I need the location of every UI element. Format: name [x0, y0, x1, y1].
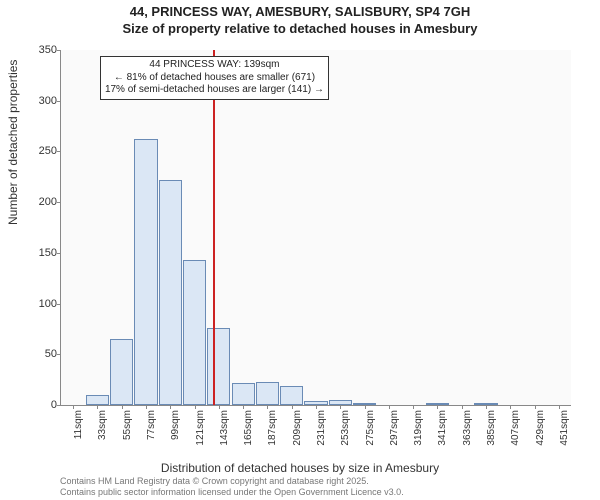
- chart-title-block: 44, PRINCESS WAY, AMESBURY, SALISBURY, S…: [0, 0, 600, 38]
- y-tick-mark: [57, 354, 61, 355]
- y-tick-label: 350: [27, 44, 61, 56]
- x-tick-mark: [486, 405, 487, 409]
- histogram-bar: [134, 139, 157, 405]
- annotation-line-2: ← 81% of detached houses are smaller (67…: [105, 72, 324, 85]
- y-tick-label: 250: [27, 145, 61, 157]
- x-tick-label: 99sqm: [170, 410, 181, 440]
- x-axis-label: Distribution of detached houses by size …: [0, 461, 600, 475]
- x-tick-mark: [437, 405, 438, 409]
- histogram-bar: [232, 383, 255, 405]
- x-tick-mark: [122, 405, 123, 409]
- x-tick-label: 231sqm: [316, 410, 327, 446]
- x-tick-mark: [219, 405, 220, 409]
- y-tick-mark: [57, 304, 61, 305]
- x-tick-mark: [292, 405, 293, 409]
- property-marker-line: [213, 50, 215, 405]
- footer-line-1: Contains HM Land Registry data © Crown c…: [60, 476, 404, 487]
- x-tick-label: 451sqm: [559, 410, 570, 446]
- histogram-bar: [256, 382, 279, 405]
- x-tick-mark: [559, 405, 560, 409]
- x-tick-mark: [510, 405, 511, 409]
- y-tick-mark: [57, 50, 61, 51]
- x-tick-label: 55sqm: [122, 410, 133, 440]
- x-tick-mark: [243, 405, 244, 409]
- histogram-bar: [207, 328, 230, 405]
- footer-attribution: Contains HM Land Registry data © Crown c…: [60, 476, 404, 498]
- x-tick-label: 165sqm: [243, 410, 254, 446]
- x-tick-mark: [316, 405, 317, 409]
- y-tick-label: 100: [27, 298, 61, 310]
- y-tick-label: 150: [27, 247, 61, 259]
- histogram-plot: 05010015020025030035011sqm33sqm55sqm77sq…: [60, 50, 571, 406]
- y-tick-mark: [57, 101, 61, 102]
- title-line-1: 44, PRINCESS WAY, AMESBURY, SALISBURY, S…: [0, 4, 600, 21]
- annotation-line-1: 44 PRINCESS WAY: 139sqm: [105, 59, 324, 72]
- x-tick-mark: [365, 405, 366, 409]
- y-tick-mark: [57, 151, 61, 152]
- x-tick-label: 385sqm: [486, 410, 497, 446]
- x-tick-mark: [73, 405, 74, 409]
- histogram-bar: [110, 339, 133, 405]
- title-line-2: Size of property relative to detached ho…: [0, 21, 600, 38]
- x-tick-label: 121sqm: [195, 410, 206, 446]
- x-tick-mark: [462, 405, 463, 409]
- x-tick-label: 363sqm: [462, 410, 473, 446]
- annotation-line-3: 17% of semi-detached houses are larger (…: [105, 84, 324, 97]
- histogram-bar: [183, 260, 206, 405]
- annotation-box: 44 PRINCESS WAY: 139sqm← 81% of detached…: [100, 56, 329, 100]
- y-tick-label: 50: [27, 348, 61, 360]
- x-tick-label: 341sqm: [437, 410, 448, 446]
- x-tick-mark: [413, 405, 414, 409]
- x-tick-label: 429sqm: [535, 410, 546, 446]
- x-tick-mark: [195, 405, 196, 409]
- x-tick-label: 77sqm: [146, 410, 157, 440]
- x-tick-label: 253sqm: [340, 410, 351, 446]
- x-tick-label: 275sqm: [365, 410, 376, 446]
- y-axis-label: Number of detached properties: [6, 60, 20, 225]
- y-tick-mark: [57, 202, 61, 203]
- x-tick-label: 143sqm: [219, 410, 230, 446]
- histogram-bar: [159, 180, 182, 405]
- x-tick-label: 187sqm: [267, 410, 278, 446]
- x-tick-mark: [389, 405, 390, 409]
- histogram-bar: [86, 395, 109, 405]
- footer-line-2: Contains public sector information licen…: [60, 487, 404, 498]
- x-tick-label: 407sqm: [510, 410, 521, 446]
- x-tick-label: 11sqm: [73, 410, 84, 439]
- y-tick-mark: [57, 405, 61, 406]
- x-tick-mark: [97, 405, 98, 409]
- y-tick-label: 200: [27, 196, 61, 208]
- x-tick-mark: [170, 405, 171, 409]
- x-tick-label: 297sqm: [389, 410, 400, 446]
- x-tick-label: 319sqm: [413, 410, 424, 446]
- histogram-bar: [280, 386, 303, 405]
- x-tick-label: 209sqm: [292, 410, 303, 446]
- y-tick-label: 0: [27, 399, 61, 411]
- x-tick-label: 33sqm: [97, 410, 108, 440]
- x-tick-mark: [340, 405, 341, 409]
- x-tick-mark: [267, 405, 268, 409]
- y-tick-mark: [57, 253, 61, 254]
- x-tick-mark: [146, 405, 147, 409]
- y-tick-label: 300: [27, 95, 61, 107]
- x-tick-mark: [535, 405, 536, 409]
